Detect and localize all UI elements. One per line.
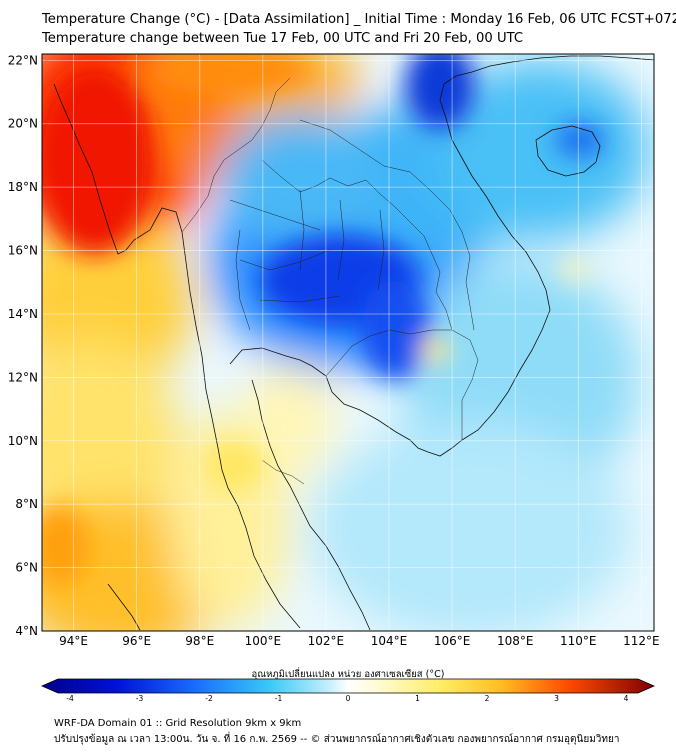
colorbar-tick-label: -2 [205,694,213,703]
colorbar-bar [41,678,655,694]
colorbar-tick-label: -1 [275,694,283,703]
lat-tick-label: 22°N [8,53,38,67]
lon-tick-label: 104°E [371,634,408,648]
lat-tick-label: 12°N [8,370,38,384]
lon-tick-label: 108°E [497,634,534,648]
lon-tick-label: 98°E [185,634,214,648]
hainan-coast [535,125,601,177]
colorbar-tick-label: 0 [346,694,351,703]
field-blobs-detail [42,54,605,585]
border-myanmar-thailand [181,77,291,233]
border-laos-vietnam [299,119,475,331]
colorbar: -4 -3 -2 -1 0 1 2 3 4 [41,678,655,703]
lat-tick-label: 8°N [15,497,38,511]
lon-tick-label: 106°E [434,634,471,648]
lon-tick-label: 94°E [59,634,88,648]
lat-tick-label: 4°N [15,624,38,638]
chart-subtitle: Temperature change between Tue 17 Feb, 0… [42,31,524,46]
colorbar-label: อุณหภูมิเปลี่ยนแปลง หน่วย องศาเซลเซียส (… [252,667,445,680]
lat-tick-label: 10°N [8,434,38,448]
lon-tick-label: 96°E [122,634,151,648]
chart-title: Temperature Change (°C) - [Data Assimila… [42,12,676,27]
colorbar-tick-label: -4 [66,694,74,703]
colorbar-tick-label: -3 [136,694,144,703]
lon-tick-label: 110°E [560,634,597,648]
border-thailand-malaysia [261,459,305,485]
plot-frame [41,53,655,632]
thai-provinces [229,189,385,331]
border-thailand-laos [261,159,453,331]
border-thailand-cambodia [325,329,479,440]
map-field [42,54,654,631]
lon-tick-label: 112°E [623,634,660,648]
country-borders [181,77,479,485]
lat-tick-label: 14°N [8,307,38,321]
colorbar-tick-label: 1 [415,694,420,703]
lon-tick-label: 102°E [308,634,345,648]
model-info: WRF-DA Domain 01 :: Grid Resolution 9km … [54,718,302,729]
lat-tick-label: 16°N [8,244,38,258]
colorbar-tick-label: 3 [554,694,559,703]
latitude-axis: 22°N 20°N 18°N 16°N 14°N 12°N 10°N 8°N 6°N 4°N [8,53,38,638]
lat-tick-label: 6°N [15,561,38,575]
colorbar-tick-label: 2 [485,694,490,703]
longitude-axis: 94°E 96°E 98°E 100°E 102°E 104°E 106°E 108°E 110… [59,634,660,648]
gulf-of-thailand-coast [229,347,463,457]
lat-tick-label: 18°N [8,180,38,194]
peninsula-east-coast [251,379,371,631]
lat-tick-label: 20°N [8,117,38,131]
colorbar-ticks: -4 -3 -2 -1 0 1 2 3 4 [66,694,628,703]
lon-tick-label: 100°E [245,634,282,648]
colorbar-tick-label: 4 [624,694,629,703]
update-info: ปรับปรุงข้อมูล ณ เวลา 13:00น. วัน จ. ที่… [54,734,620,745]
sumatra-coast [107,583,141,631]
myanmar-west-coast [53,83,229,489]
malaya-west-coast [227,487,301,629]
